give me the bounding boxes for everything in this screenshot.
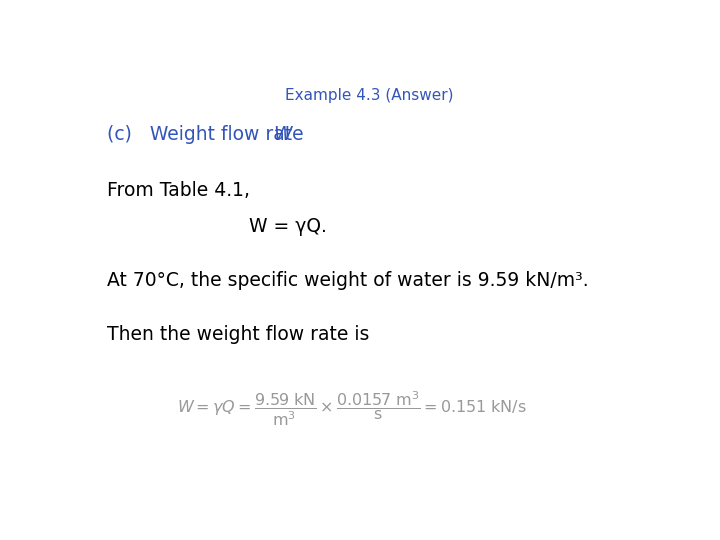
Text: (c)   Weight flow rate: (c) Weight flow rate <box>107 125 310 144</box>
Text: .: . <box>283 125 289 144</box>
Text: W = γQ.: W = γQ. <box>249 217 327 235</box>
Text: W: W <box>273 125 292 144</box>
Text: From Table 4.1,: From Table 4.1, <box>107 181 250 200</box>
Text: $W = \gamma Q = \dfrac{9.59\;\mathrm{kN}}{\mathrm{m}^3}\times\dfrac{0.0157\;\mat: $W = \gamma Q = \dfrac{9.59\;\mathrm{kN}… <box>178 389 527 428</box>
Text: At 70°C, the specific weight of water is 9.59 kN/m³.: At 70°C, the specific weight of water is… <box>107 271 588 289</box>
Text: Example 4.3 (Answer): Example 4.3 (Answer) <box>284 87 454 103</box>
Text: Then the weight flow rate is: Then the weight flow rate is <box>107 325 369 343</box>
